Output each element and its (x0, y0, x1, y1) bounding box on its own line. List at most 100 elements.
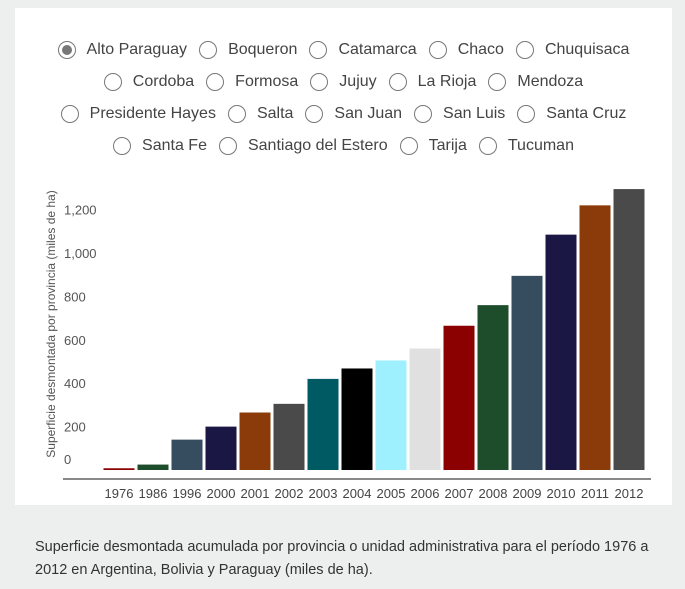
bar[interactable] (511, 275, 543, 470)
bar[interactable] (273, 403, 305, 470)
radio-option-label: Alto Paraguay (86, 41, 188, 58)
radio-button[interactable] (488, 73, 507, 91)
bar[interactable] (171, 439, 203, 470)
x-tick-label: 2005 (377, 486, 406, 501)
radio-button[interactable] (515, 41, 534, 59)
radio-option[interactable]: Catamarca (309, 41, 417, 59)
radio-option[interactable]: Santa Fe (113, 137, 207, 155)
radio-option[interactable]: Presidente Hayes (60, 105, 216, 123)
radio-row: Cordoba Formosa Jujuy La Rioja Mendoza (15, 69, 672, 95)
bar[interactable] (579, 205, 611, 470)
bar[interactable] (307, 378, 339, 470)
radio-button[interactable] (309, 41, 328, 59)
y-tick-label: 400 (64, 376, 86, 391)
bars (103, 189, 645, 471)
bar[interactable] (477, 305, 509, 470)
radio-option-label: Chuquisaca (544, 41, 630, 58)
figure-caption: Superficie desmontada acumulada por prov… (35, 539, 649, 578)
x-tick-label: 2000 (207, 486, 236, 501)
bar[interactable] (137, 464, 169, 470)
x-axis-ticks: 1976 1986 1996 2000 2001 2002 2003 2004 2005 2006… (105, 486, 644, 501)
radio-option[interactable]: Formosa (206, 73, 298, 91)
bar-chart: 0 200 400 600 800 1,000 1,200 1976 1986 1996 2000… (44, 189, 651, 501)
radio-option[interactable]: Tucuman (478, 137, 574, 155)
radio-option-label: Tucuman (507, 137, 574, 154)
radio-button[interactable] (206, 73, 225, 91)
radio-option[interactable]: Boqueron (199, 41, 297, 59)
x-tick-label: 2006 (411, 486, 440, 501)
y-tick-label: 200 (64, 420, 86, 435)
radio-button[interactable] (57, 41, 76, 59)
x-tick-label: 1996 (173, 486, 202, 501)
chart-panel: Alto Paraguay Boqueron Catamarca Chaco Chuqu… (15, 8, 672, 505)
x-tick-label: 2008 (479, 486, 508, 501)
radio-row: Alto Paraguay Boqueron Catamarca Chaco Chuqu… (15, 37, 672, 63)
x-tick-label: 1976 (105, 486, 134, 501)
radio-option[interactable]: Chuquisaca (515, 41, 630, 59)
y-tick-label: 1,200 (64, 203, 97, 218)
radio-option-label: Presidente Hayes (89, 105, 216, 122)
x-tick-label: 2003 (309, 486, 338, 501)
radio-option[interactable]: Cordoba (103, 73, 195, 91)
x-tick-label: 2007 (445, 486, 474, 501)
radio-option[interactable]: Santiago del Estero (218, 137, 388, 155)
radio-option[interactable]: Alto Paraguay (57, 41, 188, 59)
radio-button[interactable] (60, 105, 79, 123)
x-tick-label: 2004 (343, 486, 372, 501)
bar[interactable] (545, 234, 577, 470)
bar[interactable] (205, 426, 237, 470)
radio-row: Santa Fe Santiago del Estero Tarija Tucuman (15, 133, 672, 159)
bar[interactable] (375, 360, 407, 470)
radio-option-label: San Juan (334, 105, 403, 122)
radio-row: Presidente Hayes Salta San Juan San Luis San… (15, 101, 672, 127)
bar[interactable] (239, 412, 271, 470)
radio-option-label: Formosa (235, 73, 299, 90)
radio-button[interactable] (218, 137, 237, 155)
radio-button[interactable] (428, 41, 447, 59)
radio-option[interactable]: San Luis (414, 105, 505, 123)
x-tick-label: 2009 (513, 486, 542, 501)
radio-option-label: Santa Cruz (546, 105, 627, 122)
y-axis-label: Superficie desmontada por provincia (mil… (44, 190, 58, 457)
bar[interactable] (409, 348, 441, 470)
bar[interactable] (103, 468, 135, 470)
radio-option[interactable]: San Juan (305, 105, 402, 123)
radio-button[interactable] (199, 41, 218, 59)
radio-option-label: Cordoba (132, 73, 195, 90)
radio-button[interactable] (388, 73, 407, 91)
radio-option[interactable]: Tarija (399, 137, 467, 155)
radio-button[interactable] (478, 137, 497, 155)
radio-button[interactable] (517, 105, 536, 123)
radio-option[interactable]: Jujuy (310, 73, 377, 91)
radio-option[interactable]: Santa Cruz (517, 105, 626, 123)
y-tick-label: 800 (64, 289, 86, 304)
radio-button[interactable] (414, 105, 433, 123)
radio-button[interactable] (310, 73, 329, 91)
radio-button[interactable] (399, 137, 418, 155)
radio-option-label: Catamarca (338, 41, 417, 58)
bar[interactable] (341, 368, 373, 470)
radio-option-label: La Rioja (417, 73, 477, 90)
radio-option-label: San Luis (443, 105, 506, 122)
y-axis-ticks: 0 200 400 600 800 1,000 1,200 (64, 203, 97, 467)
bar[interactable] (613, 189, 645, 471)
x-tick-label: 2012 (615, 486, 644, 501)
x-tick-label: 2002 (275, 486, 304, 501)
radio-option[interactable]: La Rioja (388, 73, 477, 91)
radio-option[interactable]: Salta (227, 105, 294, 123)
y-tick-label: 0 (64, 452, 71, 467)
radio-button[interactable] (103, 73, 122, 91)
x-tick-label: 2011 (581, 486, 609, 501)
radio-option-label: Tarija (428, 137, 467, 154)
radio-button[interactable] (227, 105, 246, 123)
radio-option[interactable]: Mendoza (488, 73, 583, 91)
radio-option[interactable]: Chaco (428, 41, 504, 59)
x-tick-label: 1986 (139, 486, 168, 501)
bar[interactable] (443, 325, 475, 470)
radio-option-label: Salta (256, 105, 294, 122)
radio-button[interactable] (305, 105, 324, 123)
radio-option-label: Chaco (457, 41, 504, 58)
radio-option-label: Mendoza (517, 73, 584, 90)
radio-option-label: Santiago del Estero (247, 137, 388, 154)
radio-button[interactable] (113, 137, 132, 155)
